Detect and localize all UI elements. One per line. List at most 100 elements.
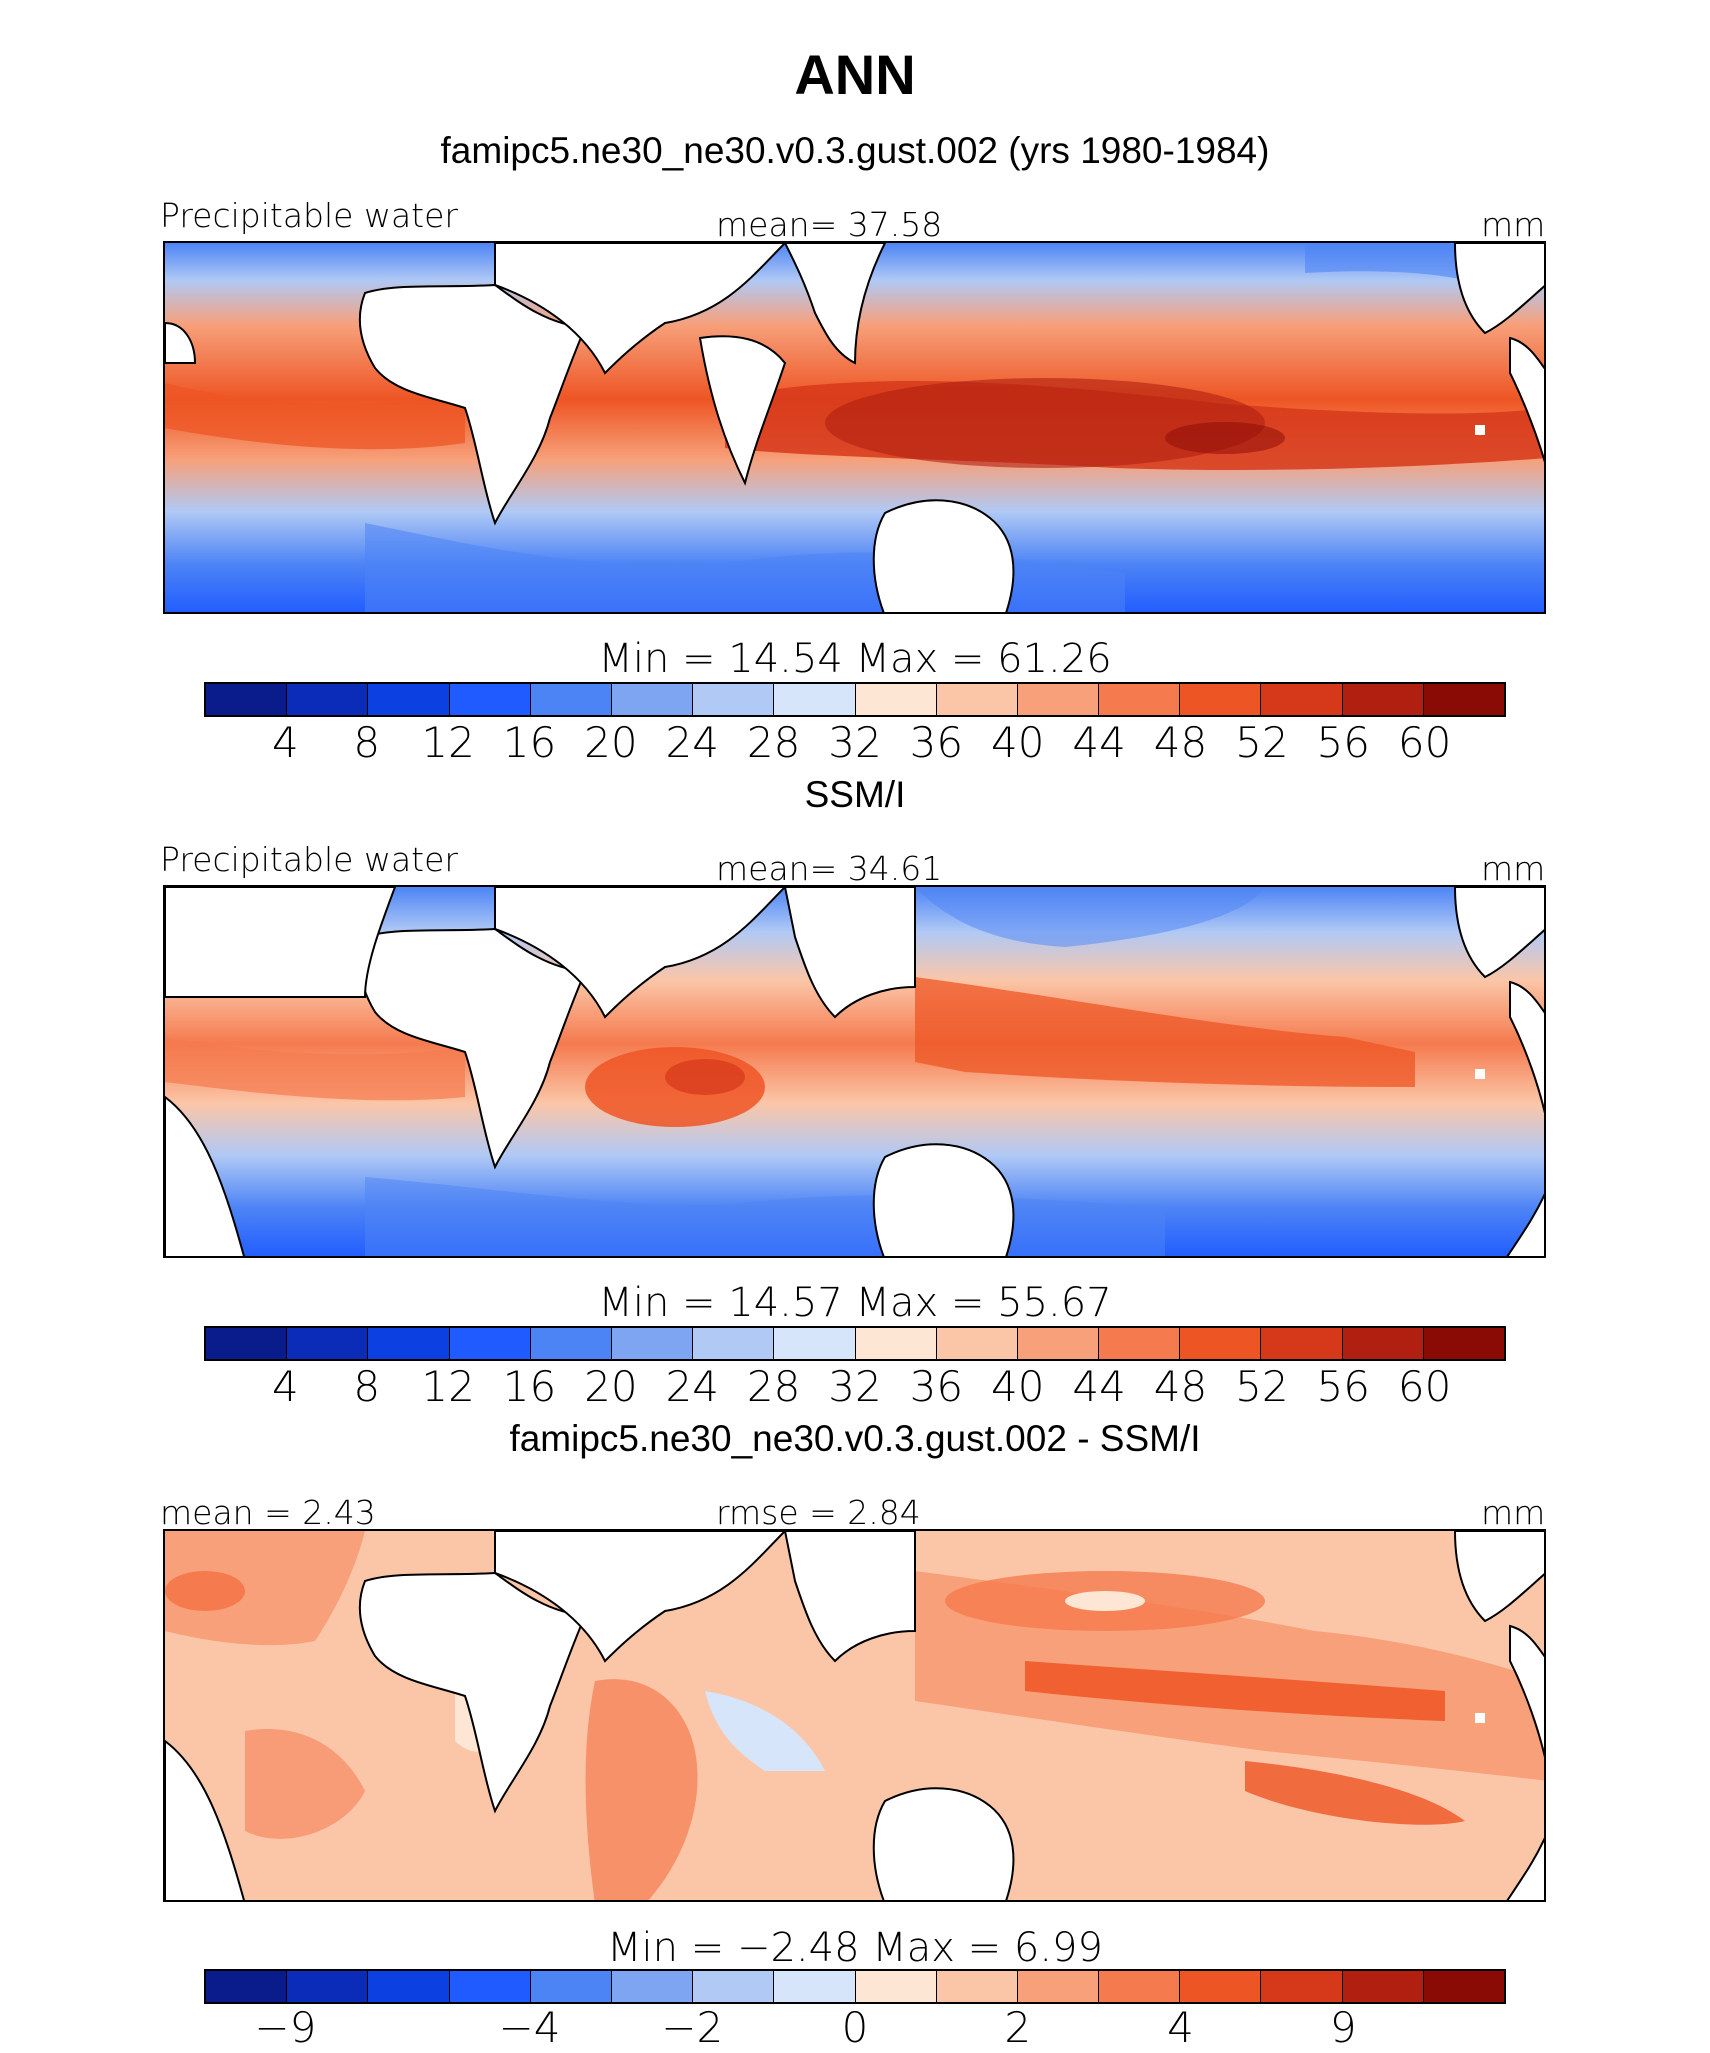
colorbar-box	[287, 1971, 369, 2002]
colorbar-tick-label: 9	[1329, 2003, 1357, 2052]
panel-2-variable-label: Precipitable water	[160, 840, 458, 879]
colorbar-box	[611, 1328, 694, 1359]
panel-3-mean-label: mean = 2.43	[160, 1493, 376, 1532]
colorbar-tick-label: 4	[272, 718, 299, 767]
colorbar-tick-label: 24	[665, 1362, 719, 1411]
panel-3-colorbar	[204, 1969, 1506, 2004]
colorbar-box	[1342, 1971, 1424, 2002]
panel-2-mean-label: mean= 34.61	[716, 849, 943, 888]
panel-1-units-label: mm	[1481, 205, 1546, 244]
panel-2-units-label: mm	[1481, 849, 1546, 888]
colorbar-box	[1423, 1971, 1504, 2002]
colorbar-tick-label: −4	[498, 2003, 561, 2052]
colorbar-box	[530, 1328, 612, 1359]
colorbar-box	[1261, 684, 1343, 715]
colorbar-tick-label: 32	[828, 1362, 882, 1411]
colorbar-box	[1099, 1971, 1181, 2002]
colorbar-tick-label: 8	[353, 718, 381, 767]
colorbar-tick-label: 2	[1004, 2003, 1032, 2052]
colorbar-box	[206, 1328, 288, 1359]
colorbar-box	[936, 1328, 1018, 1359]
panel-2-title: SSM/I	[804, 774, 906, 815]
colorbar-box	[936, 684, 1018, 715]
colorbar-box	[368, 684, 450, 715]
colorbar-tick-label: 20	[584, 718, 638, 767]
panel-2-colorbar	[204, 1326, 1506, 1361]
colorbar-box	[936, 1971, 1018, 2002]
colorbar-box	[774, 1971, 856, 2002]
colorbar-tick-label: 28	[746, 718, 801, 767]
colorbar-box	[287, 684, 369, 715]
colorbar-tick-label: 44	[1072, 718, 1126, 767]
figure-title: ANN	[794, 43, 916, 106]
colorbar-tick-label: 24	[665, 718, 719, 767]
colorbar-box	[368, 1971, 450, 2002]
panel-3-units-label: mm	[1481, 1493, 1546, 1532]
colorbar-box	[1180, 1971, 1262, 2002]
colorbar-tick-label: 44	[1072, 1362, 1126, 1411]
colorbar-box	[1342, 684, 1424, 715]
colorbar-tick-label: 8	[353, 1362, 381, 1411]
panel-1-map	[163, 241, 1546, 614]
panel-3-rmse-label: rmse = 2.84	[716, 1493, 921, 1532]
colorbar-tick-label: 40	[991, 718, 1045, 767]
colorbar-tick-label: 60	[1397, 1362, 1452, 1411]
colorbar-box	[1423, 1328, 1504, 1359]
colorbar-tick-label: 48	[1153, 1362, 1208, 1411]
panel-1-mean-label: mean= 37.58	[716, 205, 943, 244]
panel-1-variable-label: Precipitable water	[160, 196, 458, 235]
colorbar-box	[1099, 684, 1181, 715]
colorbar-tick-label: 0	[841, 2003, 869, 2052]
panel-2-min-max: Min = 14.57 Max = 55.67	[598, 1280, 1112, 1326]
colorbar-box	[693, 684, 775, 715]
colorbar-box	[1017, 684, 1100, 715]
colorbar-box	[693, 1971, 775, 2002]
panel-2-colorbar-ticks: 4 8 12 16 20 24 28 32 36 40 44 48 52 56 60	[204, 1362, 1506, 1412]
colorbar-box	[206, 684, 288, 715]
colorbar-box	[1099, 1328, 1181, 1359]
colorbar-tick-label: 40	[991, 1362, 1045, 1411]
colorbar-box	[1180, 1328, 1262, 1359]
colorbar-tick-label: 52	[1235, 1362, 1289, 1411]
colorbar-box	[611, 684, 694, 715]
panel-1-min-max: Min = 14.54 Max = 61.26	[598, 636, 1112, 682]
colorbar-box	[774, 684, 856, 715]
colorbar-box	[530, 684, 612, 715]
colorbar-tick-label: 60	[1397, 718, 1452, 767]
panel-1-title: famipc5.ne30_ne30.v0.3.gust.002 (yrs 198…	[440, 130, 1270, 171]
colorbar-tick-label: −2	[661, 2003, 724, 2052]
panel-2-map	[163, 885, 1546, 1258]
colorbar-tick-label: 16	[502, 1362, 557, 1411]
colorbar-tick-label: 36	[909, 1362, 964, 1411]
colorbar-box	[449, 1971, 531, 2002]
panel-3-colorbar-ticks: −9 −4 −2 0 2 4 9	[204, 2003, 1506, 2053]
colorbar-box	[693, 1328, 775, 1359]
colorbar-tick-label: 48	[1153, 718, 1208, 767]
colorbar-box	[1017, 1328, 1100, 1359]
colorbar-tick-label: 36	[909, 718, 964, 767]
colorbar-box	[1261, 1971, 1343, 2002]
colorbar-box	[1017, 1971, 1100, 2002]
panel-3-title: famipc5.ne30_ne30.v0.3.gust.002 - SSM/I	[509, 1418, 1201, 1459]
colorbar-box	[611, 1971, 694, 2002]
colorbar-box	[855, 684, 937, 715]
colorbar-box	[449, 1328, 531, 1359]
colorbar-tick-label: 28	[746, 1362, 801, 1411]
colorbar-box	[449, 684, 531, 715]
colorbar-tick-label: −9	[254, 2003, 317, 2052]
colorbar-box	[855, 1328, 937, 1359]
panel-3-map	[163, 1529, 1546, 1902]
colorbar-tick-label: 12	[421, 718, 475, 767]
colorbar-tick-label: 32	[828, 718, 882, 767]
colorbar-box	[1180, 684, 1262, 715]
colorbar-box	[1342, 1328, 1424, 1359]
colorbar-tick-label: 4	[1167, 2003, 1194, 2052]
colorbar-tick-label: 16	[502, 718, 557, 767]
colorbar-box	[287, 1328, 369, 1359]
colorbar-box	[1261, 1328, 1343, 1359]
colorbar-box	[530, 1971, 612, 2002]
panel-1-colorbar	[204, 682, 1506, 717]
panel-1-colorbar-ticks: 4 8 12 16 20 24 28 32 36 40 44 48 52 56 60	[204, 718, 1506, 768]
colorbar-tick-label: 56	[1316, 718, 1370, 767]
colorbar-box	[855, 1971, 937, 2002]
